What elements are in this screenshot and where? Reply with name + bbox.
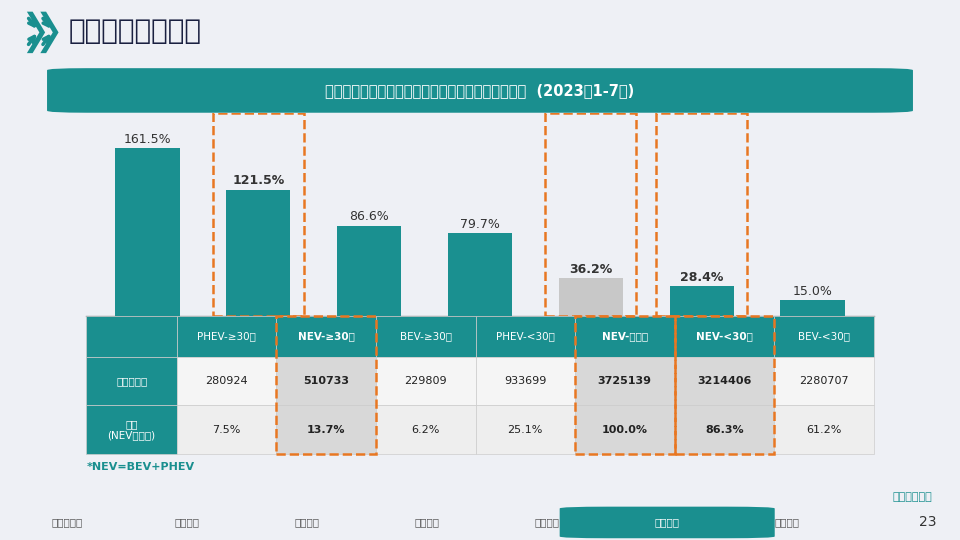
Bar — [177, 406, 276, 454]
Text: 销量（辆）: 销量（辆） — [116, 376, 147, 386]
Bar — [545, 113, 636, 316]
Text: 企业竞争: 企业竞争 — [775, 517, 800, 528]
FancyBboxPatch shape — [47, 68, 913, 113]
Text: NEV-总市场: NEV-总市场 — [602, 332, 648, 342]
FancyBboxPatch shape — [560, 507, 775, 538]
Bar — [475, 406, 575, 454]
Bar — [575, 406, 675, 454]
Bar — [86, 406, 177, 454]
Bar — [575, 357, 675, 406]
Text: 品牌定位: 品牌定位 — [415, 517, 440, 528]
Bar — [575, 316, 675, 357]
Text: 161.5%: 161.5% — [124, 133, 171, 146]
Text: 7.5%: 7.5% — [212, 424, 241, 435]
Bar — [115, 148, 180, 316]
Bar — [774, 316, 874, 357]
Text: 3214406: 3214406 — [697, 376, 752, 386]
Text: 510733: 510733 — [303, 376, 349, 386]
Bar — [669, 286, 733, 316]
Text: 新能源市场各价格段不同技术类型增速、销量和份额  (2023年1-7月): 新能源市场各价格段不同技术类型增速、销量和份额 (2023年1-7月) — [325, 83, 635, 98]
Bar — [774, 357, 874, 406]
Bar — [86, 316, 177, 357]
Text: 933699: 933699 — [504, 376, 546, 386]
Bar — [276, 357, 376, 406]
Text: 2280707: 2280707 — [799, 376, 849, 386]
Bar — [337, 226, 401, 316]
Text: 121.5%: 121.5% — [232, 174, 284, 187]
Text: 深度合新报告: 深度合新报告 — [893, 492, 932, 502]
Bar — [657, 113, 747, 316]
Bar — [475, 357, 575, 406]
Text: BEV-<30万: BEV-<30万 — [798, 332, 850, 342]
Bar — [675, 406, 774, 454]
Text: 229809: 229809 — [404, 376, 447, 386]
Polygon shape — [40, 12, 59, 53]
Text: 79.7%: 79.7% — [460, 218, 500, 231]
Text: 3725139: 3725139 — [598, 376, 652, 386]
Text: 28.4%: 28.4% — [680, 271, 724, 284]
Text: 25.1%: 25.1% — [508, 424, 543, 435]
Text: 技术类型: 技术类型 — [175, 517, 200, 528]
Text: 86.3%: 86.3% — [705, 424, 744, 435]
Text: BEV-≥30万: BEV-≥30万 — [399, 332, 452, 342]
Text: NEV-<30万: NEV-<30万 — [696, 332, 753, 342]
Bar — [86, 357, 177, 406]
Text: 23: 23 — [919, 516, 936, 529]
Polygon shape — [27, 12, 45, 53]
Text: 价格定位细分市场: 价格定位细分市场 — [69, 17, 203, 45]
Bar — [276, 316, 376, 454]
Bar — [774, 406, 874, 454]
Text: 细分定位: 细分定位 — [535, 517, 560, 528]
Bar — [780, 300, 845, 316]
Bar — [213, 113, 303, 316]
Text: NEV-≥30万: NEV-≥30万 — [298, 332, 354, 342]
Text: 份额
(NEV总市场): 份额 (NEV总市场) — [108, 418, 156, 440]
Text: 280924: 280924 — [205, 376, 248, 386]
Bar — [675, 316, 774, 357]
Text: 价格定位: 价格定位 — [655, 517, 680, 528]
Bar — [475, 316, 575, 357]
Text: *NEV=BEV+PHEV: *NEV=BEV+PHEV — [86, 462, 195, 472]
Bar — [276, 406, 376, 454]
Text: 100.0%: 100.0% — [602, 424, 648, 435]
Text: 15.0%: 15.0% — [793, 285, 832, 298]
Text: 61.2%: 61.2% — [806, 424, 842, 435]
Text: 86.6%: 86.6% — [349, 211, 389, 224]
Bar — [675, 357, 774, 406]
Text: 36.2%: 36.2% — [569, 263, 612, 276]
Bar — [376, 316, 475, 357]
Text: 新能源市场: 新能源市场 — [52, 517, 83, 528]
Bar — [227, 190, 291, 316]
Bar — [376, 406, 475, 454]
Bar — [448, 233, 512, 316]
Bar — [575, 316, 675, 454]
Text: 6.2%: 6.2% — [412, 424, 440, 435]
Bar — [675, 316, 774, 454]
Text: PHEV-≥30万: PHEV-≥30万 — [197, 332, 256, 342]
Text: PHEV-<30万: PHEV-<30万 — [495, 332, 555, 342]
Bar — [177, 316, 276, 357]
Bar — [177, 357, 276, 406]
Bar — [276, 316, 376, 357]
Bar — [559, 278, 623, 316]
Bar — [376, 357, 475, 406]
Text: 13.7%: 13.7% — [307, 424, 346, 435]
Text: 车型大类: 车型大类 — [295, 517, 320, 528]
